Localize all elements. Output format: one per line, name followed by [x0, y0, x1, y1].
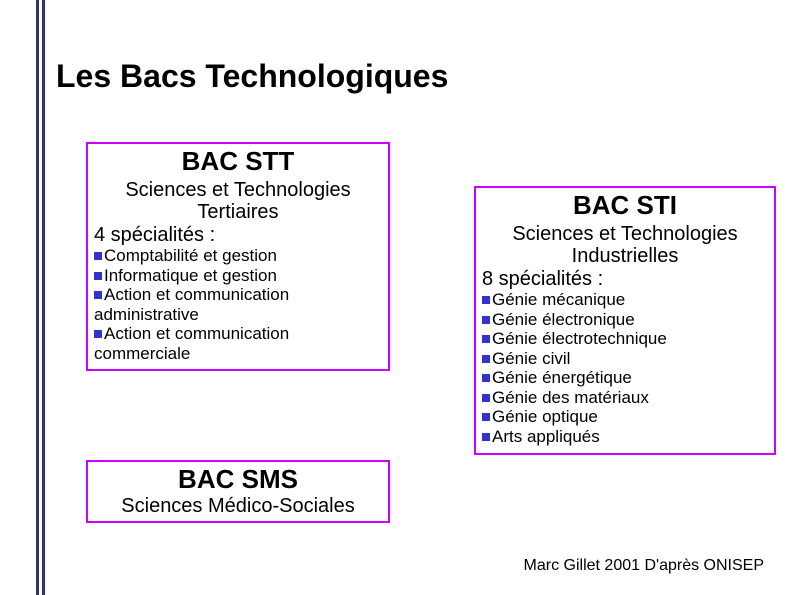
- box-stt-list: Comptabilité et gestionInformatique et g…: [94, 246, 382, 363]
- page-title: Les Bacs Technologiques: [56, 58, 448, 95]
- sti-item: Génie électronique: [482, 310, 768, 330]
- box-sms-head: BAC SMS: [88, 462, 388, 495]
- box-sti-sub3: 8 spécialités :: [482, 268, 768, 290]
- vertical-rule: [36, 0, 45, 595]
- box-stt-head: BAC STT: [88, 144, 388, 177]
- box-sti-list: Génie mécaniqueGénie électroniqueGénie é…: [482, 290, 768, 446]
- footer-credit: Marc Gillet 2001 D'après ONISEP: [524, 557, 764, 575]
- sti-item: Génie civil: [482, 349, 768, 369]
- stt-item: Informatique et gestion: [94, 266, 382, 286]
- box-stt-sub2: Tertiaires: [94, 201, 382, 223]
- sti-item: Génie optique: [482, 407, 768, 427]
- box-bac-sti: BAC STI Sciences et Technologies Industr…: [474, 186, 776, 455]
- box-stt-sub1: Sciences et Technologies: [94, 179, 382, 201]
- stt-item: Action et communication commerciale: [94, 324, 382, 363]
- box-sti-sub1: Sciences et Technologies: [482, 223, 768, 245]
- sti-item: Génie énergétique: [482, 368, 768, 388]
- sti-item: Génie mécanique: [482, 290, 768, 310]
- stt-item: Action et communication administrative: [94, 285, 382, 324]
- stt-item: Comptabilité et gestion: [94, 246, 382, 266]
- box-bac-stt: BAC STT Sciences et Technologies Tertiai…: [86, 142, 390, 371]
- box-sti-sub2: Industrielles: [482, 245, 768, 267]
- sti-item: Génie des matériaux: [482, 388, 768, 408]
- sti-item: Arts appliqués: [482, 427, 768, 447]
- sti-item: Génie électrotechnique: [482, 329, 768, 349]
- box-bac-sms: BAC SMS Sciences Médico-Sociales: [86, 460, 390, 523]
- box-sti-head: BAC STI: [476, 188, 774, 221]
- box-stt-sub3: 4 spécialités :: [94, 224, 382, 246]
- box-sms-sub: Sciences Médico-Sociales: [88, 495, 388, 521]
